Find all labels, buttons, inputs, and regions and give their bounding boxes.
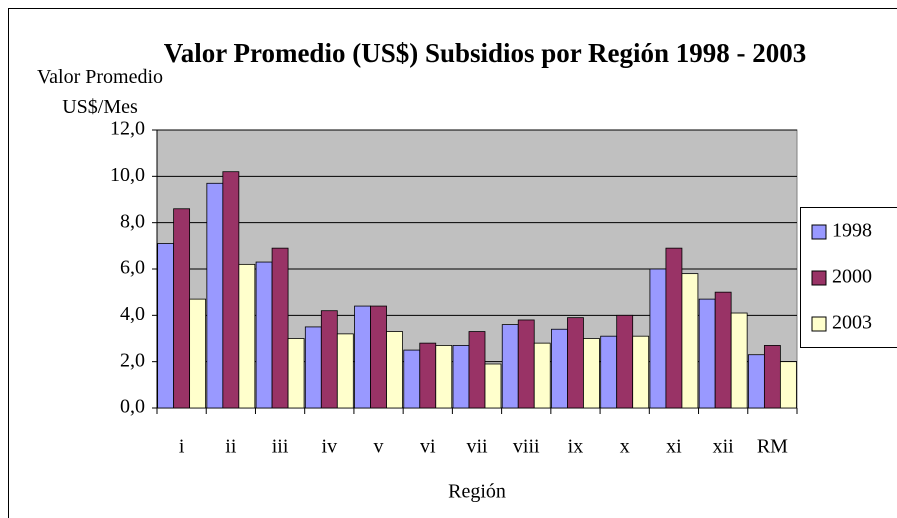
x-tick-label: xi [666, 436, 682, 458]
legend-swatch [811, 316, 827, 332]
x-tick-label: iii [272, 436, 289, 458]
x-tick-label: v [374, 436, 384, 458]
bar [747, 354, 765, 409]
bar [665, 247, 683, 409]
y-axis-label: Valor Promedio US$/Mes [36, 66, 164, 118]
bar [386, 331, 403, 409]
y-tick-label: 12,0 [110, 118, 145, 140]
bar [238, 263, 256, 409]
x-tick-label: iv [322, 436, 338, 458]
x-tick-label: RM [757, 436, 788, 458]
x-tick-label: ix [568, 436, 584, 458]
bar [567, 317, 584, 409]
x-axis-label: Región [448, 481, 506, 503]
bar [600, 335, 618, 409]
legend-label: 2000 [832, 266, 872, 288]
bar [730, 312, 748, 409]
bar [681, 273, 699, 409]
x-tick-label: x [620, 436, 630, 458]
x-tick-label: i [179, 436, 185, 458]
y-tick-label: 2,0 [120, 349, 145, 371]
bar [435, 345, 453, 409]
bar [616, 314, 634, 409]
bar [517, 319, 535, 409]
bar [779, 361, 797, 409]
bar [419, 342, 437, 409]
bar [255, 261, 273, 409]
bar [189, 298, 207, 409]
bar [583, 338, 600, 409]
legend-label: 2003 [832, 312, 872, 334]
bar [714, 291, 732, 409]
bar [354, 305, 371, 409]
bar [206, 182, 224, 409]
bar [468, 331, 486, 409]
bar [320, 310, 338, 409]
bar [336, 333, 354, 409]
bar [501, 324, 519, 409]
legend-swatch [811, 270, 827, 286]
legend-swatch [811, 224, 827, 240]
y-tick-label: 0,0 [120, 396, 145, 418]
bar [452, 345, 470, 409]
bar [370, 305, 387, 409]
bar [533, 342, 551, 409]
bar [287, 338, 305, 409]
chart-title: Valor Promedio (US$) Subsidios por Regió… [163, 38, 807, 68]
x-tick-label: viii [513, 436, 540, 458]
y-tick-label: 8,0 [120, 210, 145, 232]
x-tick-label: xii [713, 436, 735, 458]
legend-label: 1998 [832, 220, 872, 242]
bar [649, 268, 667, 409]
bar [698, 298, 716, 409]
x-tick-label: vii [466, 436, 488, 458]
bar [222, 171, 240, 409]
y-tick-label: 4,0 [120, 303, 145, 325]
bar [157, 243, 175, 409]
y-tick-label: 10,0 [110, 164, 145, 186]
bar [551, 328, 568, 409]
bar [271, 247, 289, 409]
bar [763, 345, 781, 409]
y-tick-label: 6,0 [120, 257, 145, 279]
bar [484, 363, 502, 409]
bar [173, 208, 191, 409]
bar [304, 326, 322, 409]
bar [632, 335, 650, 409]
bar [403, 349, 421, 409]
x-tick-label: ii [225, 436, 237, 458]
x-tick-label: vi [420, 436, 436, 458]
